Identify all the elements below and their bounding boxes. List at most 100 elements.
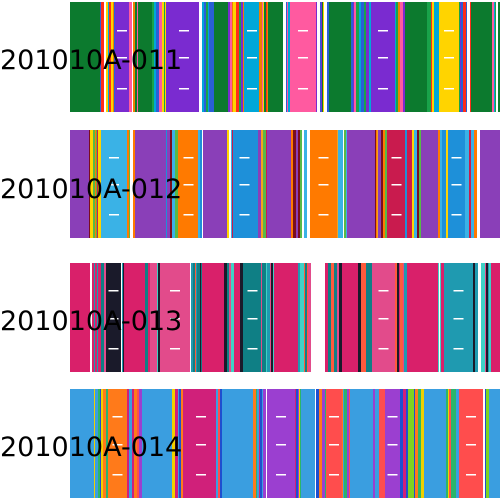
stripe-thin — [446, 130, 448, 238]
stripe-thin — [263, 263, 266, 372]
stripe-thin — [271, 263, 273, 372]
stripe-thin — [310, 263, 311, 372]
stripe-thin — [94, 263, 95, 372]
stripe-dash — [170, 318, 180, 320]
stripe-thin — [262, 263, 263, 372]
stripe-thin — [403, 263, 404, 372]
stripe-band — [138, 2, 152, 112]
stripe-thin — [451, 389, 453, 498]
stripe-thin — [465, 130, 466, 238]
stripe-dash — [387, 444, 398, 446]
stripe-thin — [456, 389, 459, 498]
stripe-thin — [494, 2, 495, 112]
stripe-thin — [398, 2, 400, 112]
stripe-thin — [298, 389, 299, 498]
stripe-thin — [340, 130, 343, 238]
stripe-thin — [316, 389, 319, 498]
stripe-band — [70, 2, 100, 112]
stripe-thin — [233, 2, 236, 112]
stripe-thin — [346, 130, 347, 238]
stripe-thin — [339, 263, 342, 372]
stripe-thin — [496, 2, 498, 112]
stripe-thin — [331, 263, 334, 372]
stripe-thin — [152, 2, 154, 112]
stripe-thin — [220, 389, 221, 498]
stripe-thin — [93, 130, 95, 238]
stripe-thin — [366, 2, 369, 112]
stripe-thin — [300, 130, 302, 238]
stripe-thin — [111, 2, 113, 112]
stripe-thin — [243, 263, 244, 372]
stripe-dash — [247, 348, 258, 350]
stripe-thin — [492, 2, 494, 112]
stripe-thin — [463, 2, 466, 112]
stripe-thin — [98, 263, 101, 372]
stripe-thin — [132, 389, 134, 498]
stripe-dash — [313, 348, 323, 350]
stripe-thin — [205, 2, 206, 112]
stripe-thin — [270, 263, 271, 372]
stripe-thin — [430, 2, 431, 112]
stripe-band — [135, 130, 166, 238]
stripe-thin — [95, 263, 97, 372]
stripe-thin — [145, 263, 148, 372]
stripe-band — [142, 389, 170, 498]
stripe-thin — [100, 389, 101, 498]
stripe-thin — [195, 263, 196, 372]
stripe-band — [372, 263, 395, 372]
stripe-thin — [122, 263, 123, 372]
stripe-dash — [196, 474, 206, 476]
stripe-thin — [90, 263, 92, 372]
stripe-band — [444, 263, 473, 372]
stripe-thin — [304, 130, 307, 238]
stripe-thin — [261, 130, 263, 238]
stripe-thin — [206, 2, 208, 112]
stripe-band — [268, 2, 283, 112]
stripe-thin — [231, 130, 232, 238]
stripe-thin — [97, 130, 98, 238]
stripe-thin — [295, 389, 296, 498]
stripe-thin — [227, 130, 229, 238]
stripe-thin — [127, 389, 129, 498]
stripe-dash — [183, 184, 194, 186]
stripe-thin — [200, 130, 202, 238]
stripe-thin — [400, 389, 403, 498]
stripe-thin — [266, 263, 267, 372]
stripe-dash — [444, 30, 454, 32]
stripe-thin — [349, 389, 350, 498]
stripe-thin — [304, 263, 305, 372]
stripe-thin — [253, 389, 256, 498]
stripe-thin — [256, 389, 257, 498]
stripe-thin — [263, 2, 264, 112]
stripe-thin — [383, 130, 385, 238]
stripe-thin — [347, 389, 349, 498]
stripe-thin — [384, 389, 385, 498]
stripe-thin — [440, 130, 442, 238]
stripe-thin — [412, 130, 414, 238]
stripe-thin — [415, 389, 418, 498]
stripe-thin — [165, 2, 166, 112]
product-code-011: 201010A-011 — [0, 45, 183, 76]
stripe-dash — [170, 348, 180, 350]
stripe-thin — [264, 130, 266, 238]
stripe-thin — [495, 2, 496, 112]
stripe-dash — [378, 57, 388, 59]
stripe-dash — [378, 348, 389, 350]
stripe-thin — [124, 263, 126, 372]
stripe-dash — [313, 318, 323, 320]
stripe-band — [459, 389, 483, 498]
stripe-thin — [481, 263, 483, 372]
stripe-thin — [438, 130, 440, 238]
stripe-thin — [286, 2, 287, 112]
stripe-thin — [106, 389, 108, 498]
stripe-thin — [461, 2, 463, 112]
stripe-dash — [391, 184, 402, 186]
stripe-thin — [300, 389, 301, 498]
stripe-thin — [337, 130, 338, 238]
stripe-thin — [129, 130, 130, 238]
stripe-thin — [166, 2, 169, 112]
stripe-thin — [434, 2, 437, 112]
stripe-thin — [322, 2, 323, 112]
stripe-thin — [178, 389, 179, 498]
stripe-thin — [328, 263, 331, 372]
